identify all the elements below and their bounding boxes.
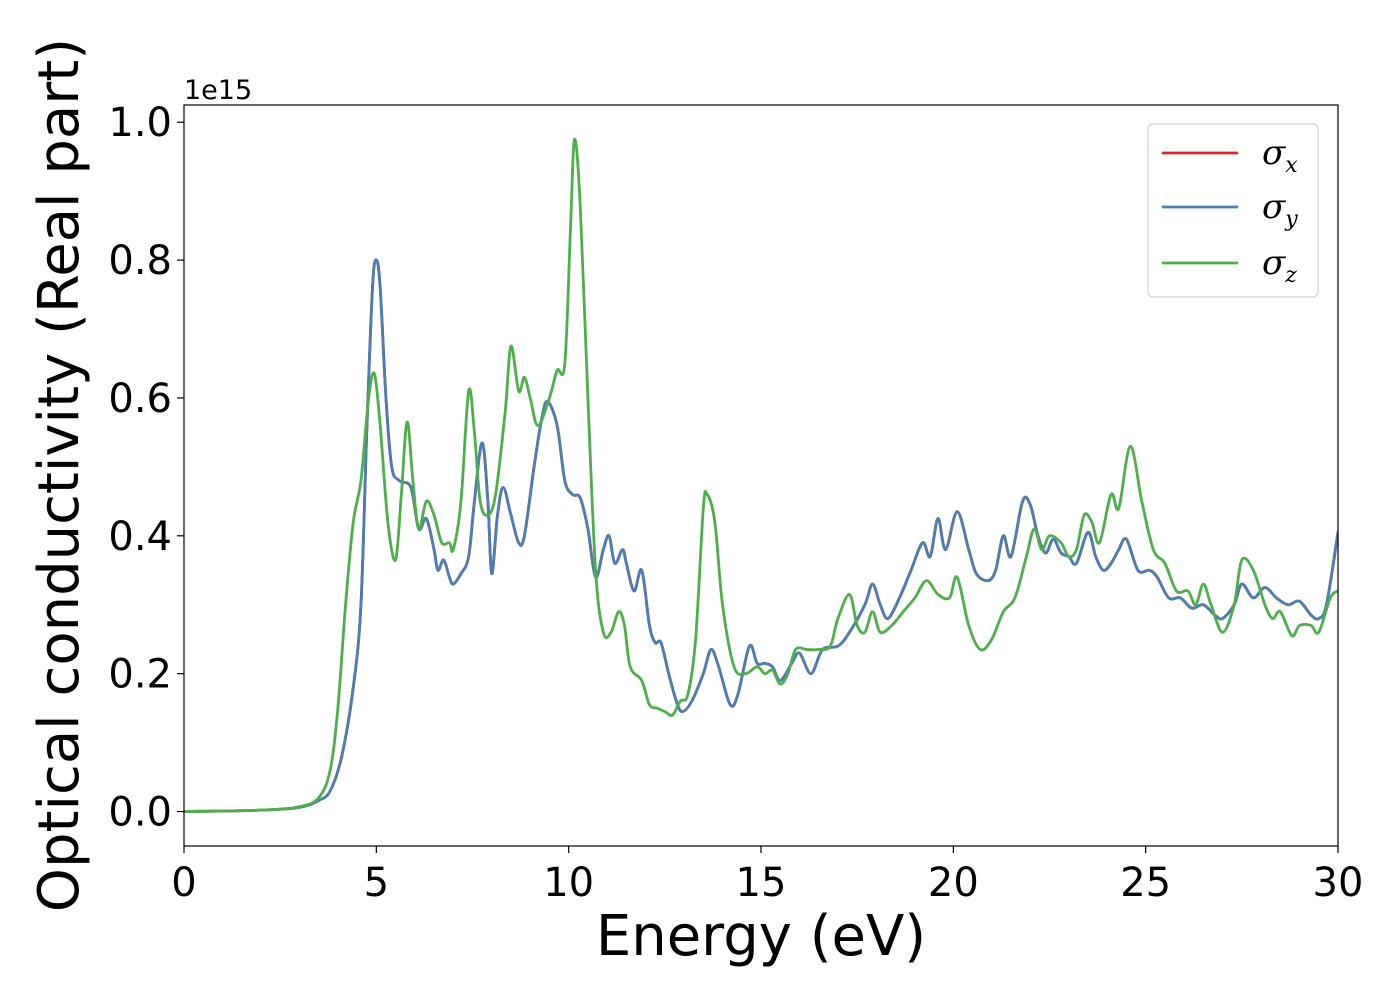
- x-axis-title: Energy (eV): [596, 904, 926, 969]
- legend: σx σy σz: [1147, 123, 1319, 298]
- series-line-z: [184, 137, 1338, 813]
- y-tick-label: 1.0: [108, 100, 172, 146]
- y-tick-label: 0.8: [108, 238, 172, 284]
- x-tick-label: 15: [736, 860, 787, 906]
- y-axis-offset-label: 1e15: [184, 75, 252, 106]
- x-axis-ticks: 0 5 10 15 20 25 30: [171, 846, 1363, 906]
- legend-entries: σx σy σz: [1162, 133, 1298, 288]
- y-axis-title: Optical conductivity (Real part): [27, 38, 92, 912]
- y-tick-label: 0.4: [108, 514, 172, 560]
- y-tick-label: 0.0: [108, 790, 172, 836]
- x-tick-label: 5: [364, 860, 389, 906]
- legend-box: [1147, 123, 1319, 298]
- y-axis-ticks: 0.0 0.2 0.4 0.6 0.8 1.0: [108, 100, 184, 836]
- x-tick-label: 30: [1313, 860, 1364, 906]
- series-lines: [184, 137, 1338, 813]
- x-tick-label: 10: [543, 860, 594, 906]
- legend-label-x: σx: [1262, 133, 1298, 178]
- x-tick-label: 0: [171, 860, 196, 906]
- legend-label-y: σy: [1262, 187, 1298, 232]
- x-tick-label: 20: [928, 860, 979, 906]
- y-tick-label: 0.6: [108, 376, 172, 422]
- legend-label-z: σz: [1262, 243, 1297, 288]
- y-tick-label: 0.2: [108, 652, 172, 698]
- x-tick-label: 25: [1120, 860, 1171, 906]
- series-line-y: [184, 258, 1338, 813]
